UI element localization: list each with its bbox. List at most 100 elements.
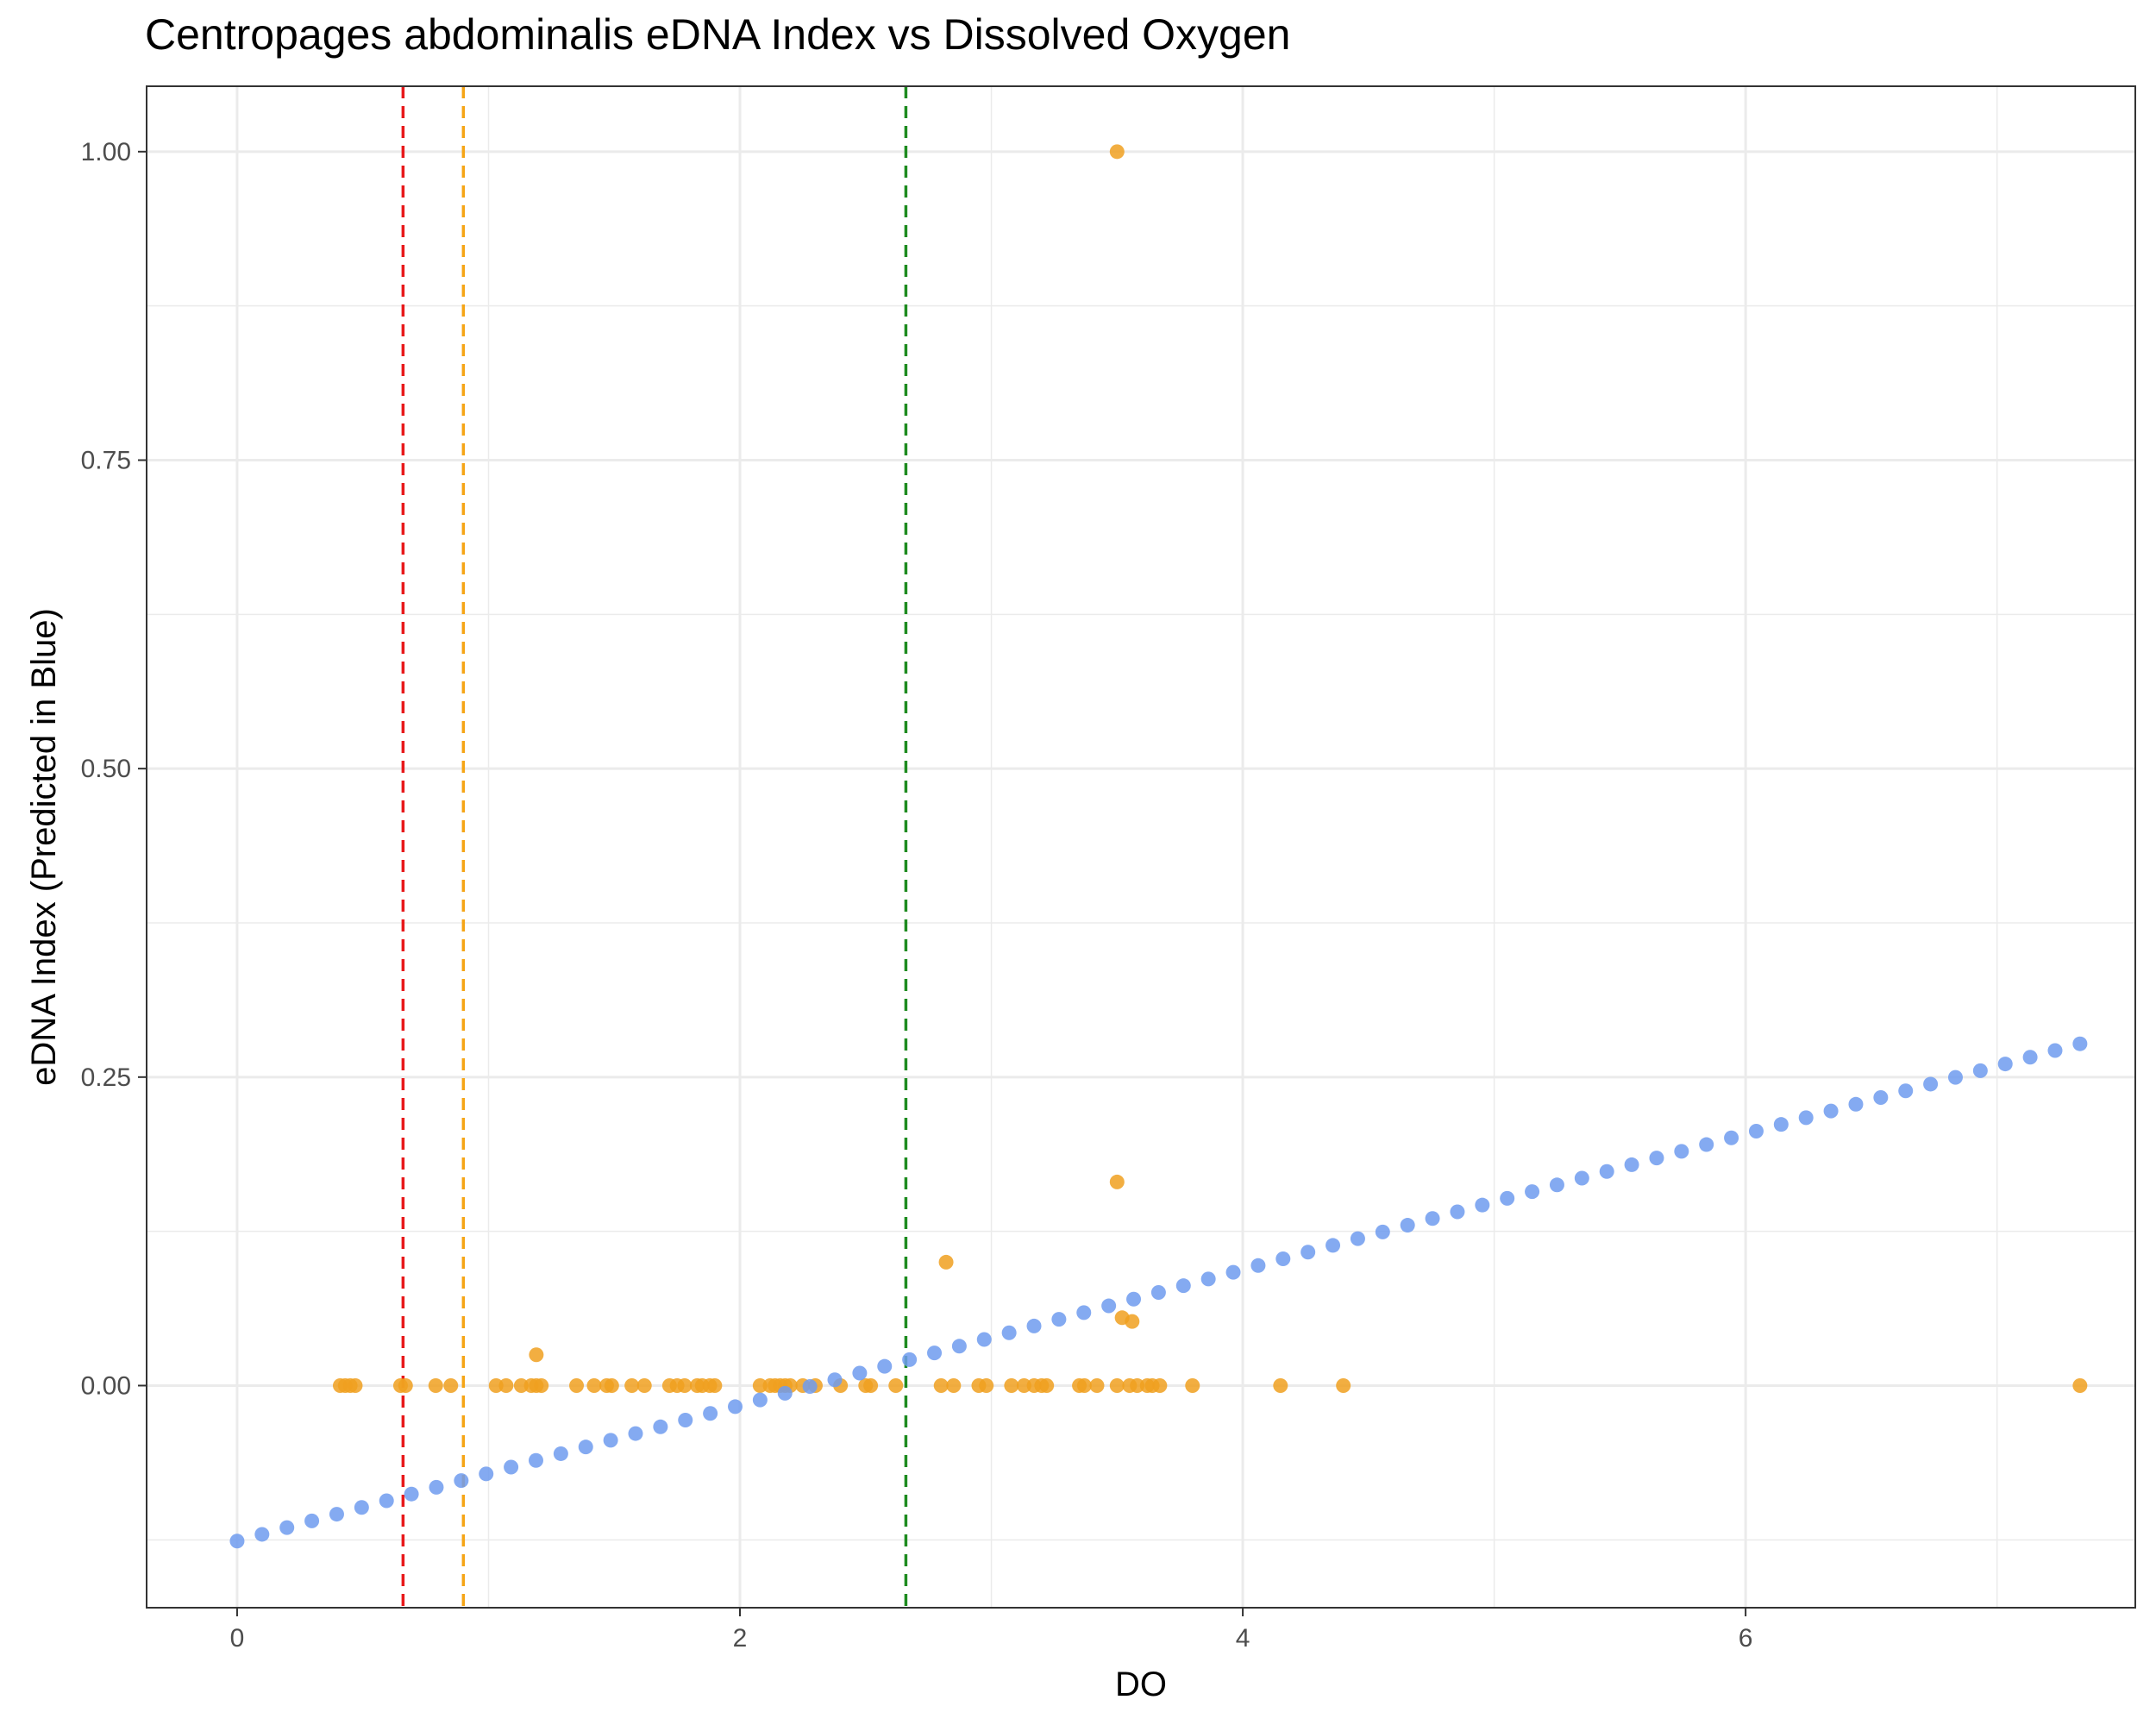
x-tick-label: 4 xyxy=(1236,1624,1250,1653)
observed-point xyxy=(979,1377,994,1393)
predicted-point xyxy=(1674,1144,1689,1159)
predicted-point xyxy=(1101,1298,1117,1314)
predicted-point xyxy=(1773,1117,1789,1132)
observed-point xyxy=(752,1377,768,1393)
predicted-point xyxy=(1400,1218,1415,1233)
observed-points xyxy=(332,144,2088,1393)
predicted-point xyxy=(479,1466,494,1482)
predicted-point xyxy=(1599,1164,1614,1179)
predicted-point xyxy=(1823,1103,1839,1119)
predicted-point xyxy=(1947,1070,1963,1085)
predicted-point xyxy=(1425,1211,1440,1226)
observed-point xyxy=(1109,144,1125,160)
predicted-point xyxy=(777,1385,793,1401)
predicted-point xyxy=(678,1413,693,1428)
observed-point xyxy=(586,1377,602,1393)
y-tick-label: 1.00 xyxy=(81,138,131,166)
y-tick-label: 0.25 xyxy=(81,1063,131,1092)
predicted-point xyxy=(379,1493,394,1509)
predicted-point xyxy=(902,1352,918,1367)
x-tick-label: 6 xyxy=(1739,1624,1753,1653)
y-tick-label: 0.00 xyxy=(81,1371,131,1400)
predicted-point xyxy=(229,1534,245,1549)
predicted-points xyxy=(229,1036,2088,1549)
observed-point xyxy=(1185,1377,1200,1393)
observed-point xyxy=(677,1377,693,1393)
predicted-point xyxy=(1699,1137,1714,1152)
predicted-point xyxy=(1475,1197,1490,1213)
predicted-point xyxy=(2022,1050,2038,1065)
predicted-point xyxy=(927,1346,943,1361)
observed-point xyxy=(1152,1377,1168,1393)
predicted-point xyxy=(1500,1190,1515,1206)
reference-lines xyxy=(401,86,908,1608)
predicted-point xyxy=(553,1446,568,1461)
predicted-point xyxy=(1350,1231,1365,1246)
predicted-point xyxy=(429,1479,444,1495)
predicted-point xyxy=(1326,1238,1341,1253)
predicted-point xyxy=(1549,1177,1564,1193)
predicted-point xyxy=(1450,1204,1465,1220)
predicted-point xyxy=(1873,1090,1889,1106)
observed-point xyxy=(569,1377,585,1393)
predicted-point xyxy=(1649,1151,1664,1166)
x-axis: 0 2 4 6 xyxy=(230,1608,1753,1653)
observed-point xyxy=(2072,1377,2088,1393)
y-tick-label: 0.75 xyxy=(81,446,131,474)
predicted-point xyxy=(877,1358,893,1374)
predicted-point xyxy=(254,1527,270,1542)
observed-point xyxy=(348,1377,363,1393)
observed-point xyxy=(513,1377,529,1393)
x-tick-label: 2 xyxy=(733,1624,748,1653)
predicted-point xyxy=(1525,1184,1540,1200)
observed-point xyxy=(863,1377,879,1393)
observed-point xyxy=(1004,1377,1019,1393)
observed-point xyxy=(498,1377,514,1393)
chart-title: Centropages abdominalis eDNA Index vs Di… xyxy=(145,10,1290,59)
observed-point xyxy=(1273,1377,1288,1393)
panel-border xyxy=(146,85,2136,1609)
x-tick-label: 0 xyxy=(230,1624,245,1653)
predicted-point xyxy=(802,1379,818,1395)
observed-point xyxy=(529,1347,544,1363)
predicted-point xyxy=(1275,1251,1291,1267)
grid-layer xyxy=(147,86,2135,1608)
predicted-point xyxy=(2047,1043,2063,1058)
observed-point xyxy=(1336,1377,1351,1393)
predicted-point xyxy=(752,1392,768,1408)
predicted-point xyxy=(1375,1224,1390,1239)
predicted-point xyxy=(1150,1284,1166,1300)
predicted-point xyxy=(1250,1258,1266,1273)
observed-point xyxy=(604,1377,619,1393)
observed-point xyxy=(1130,1377,1145,1393)
observed-point xyxy=(946,1377,962,1393)
y-axis-title: eDNA Index (Predicted in Blue) xyxy=(25,608,63,1086)
observed-point xyxy=(1016,1377,1031,1393)
observed-point xyxy=(443,1377,459,1393)
predicted-point xyxy=(603,1433,618,1448)
predicted-point xyxy=(951,1339,967,1354)
observed-point xyxy=(1076,1377,1092,1393)
predicted-point xyxy=(404,1486,419,1502)
predicted-point xyxy=(1997,1057,2013,1072)
predicted-point xyxy=(1076,1305,1092,1320)
predicted-point xyxy=(1126,1291,1142,1307)
predicted-point xyxy=(976,1332,992,1347)
predicted-point xyxy=(1225,1264,1241,1280)
observed-point xyxy=(888,1377,904,1393)
observed-point xyxy=(428,1377,443,1393)
predicted-point xyxy=(1051,1312,1067,1327)
observed-point xyxy=(933,1377,949,1393)
predicted-point xyxy=(1001,1325,1017,1340)
predicted-point xyxy=(354,1500,369,1515)
predicted-point xyxy=(329,1507,344,1522)
predicted-point xyxy=(1923,1076,1939,1092)
predicted-point xyxy=(703,1406,718,1421)
observed-point xyxy=(624,1377,640,1393)
predicted-point xyxy=(1624,1157,1639,1172)
observed-point xyxy=(1039,1377,1055,1393)
predicted-point xyxy=(628,1426,643,1441)
observed-point xyxy=(488,1377,504,1393)
